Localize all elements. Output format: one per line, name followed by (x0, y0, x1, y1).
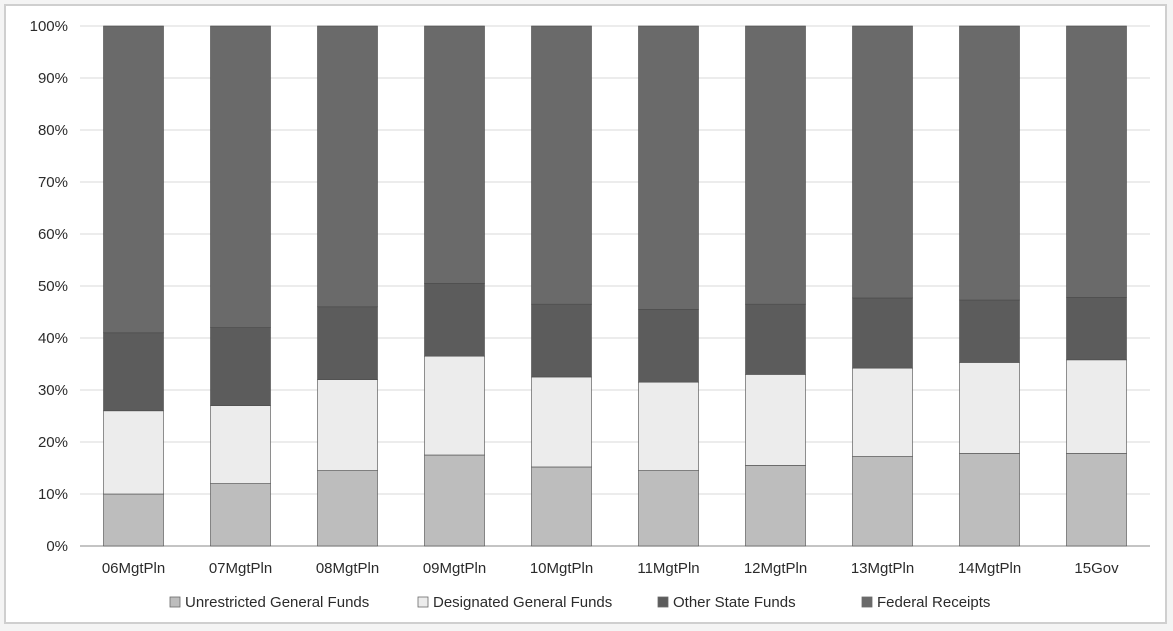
legend-item: Other State Funds (657, 594, 796, 611)
bar-segment (424, 355, 485, 456)
x-tick-label: 11MgtPln (637, 560, 699, 577)
bar-segment (1066, 359, 1127, 454)
bar-segment (103, 410, 164, 495)
legend-item: Designated General Funds (417, 594, 612, 611)
bar-segment (1066, 453, 1127, 547)
x-tick-label: 08MgtPln (316, 560, 379, 577)
bar-segment (317, 470, 378, 547)
x-tick-label: 06MgtPln (102, 560, 165, 577)
bars (103, 25, 1127, 547)
y-tick-label: 70% (38, 174, 68, 191)
y-axis-ticks: 0% 10% 20% 30% 40% 50% 60% 70% 80% 90% 100% (30, 18, 68, 555)
bar-segment (959, 25, 1020, 301)
bar-segment (531, 25, 592, 305)
x-axis-ticks: 06MgtPln 07MgtPln 08MgtPln 09MgtPln 10MgtPln… (102, 560, 1119, 577)
y-tick-label: 40% (38, 330, 68, 347)
bar-segment (103, 332, 164, 412)
bar-segment (852, 297, 913, 369)
x-tick-label: 15Gov (1074, 560, 1119, 577)
y-tick-label: 10% (38, 486, 68, 503)
y-tick-label: 100% (30, 18, 68, 35)
bar-segment (959, 299, 1020, 363)
legend-item: Federal Receipts (861, 594, 990, 611)
bar-segment (531, 303, 592, 378)
bar-segment (745, 303, 806, 375)
x-tick-label: 13MgtPln (851, 560, 914, 577)
bar-segment (317, 25, 378, 308)
legend-label: Federal Receipts (877, 594, 990, 611)
legend: Unrestricted General Funds Designated Gen… (169, 594, 990, 611)
bar-segment (852, 367, 913, 457)
bar-segment (531, 466, 592, 547)
bar-segment (638, 309, 699, 383)
y-tick-label: 50% (38, 278, 68, 295)
bar-segment (103, 493, 164, 547)
x-tick-label: 09MgtPln (423, 560, 486, 577)
legend-swatch (861, 596, 873, 608)
legend-item: Unrestricted General Funds (169, 594, 369, 611)
bar-segment (638, 470, 699, 547)
bar-segment (317, 379, 378, 471)
legend-label: Designated General Funds (433, 594, 612, 611)
bar-segment (1066, 297, 1127, 361)
bar-segment (424, 283, 485, 357)
legend-label: Unrestricted General Funds (185, 594, 369, 611)
x-tick-label: 07MgtPln (209, 560, 272, 577)
bar-segment (745, 465, 806, 547)
x-tick-label: 14MgtPln (958, 560, 1021, 577)
bar-segment (959, 453, 1020, 547)
bar-segment (424, 454, 485, 547)
bar-segment (745, 374, 806, 466)
bar-segment (531, 376, 592, 468)
bar-segment (852, 456, 913, 547)
bar-segment (852, 25, 913, 299)
bar-segment (103, 25, 164, 334)
legend-swatch (417, 596, 429, 608)
bar-segment (317, 306, 378, 380)
bar-segment (424, 25, 485, 284)
legend-label: Other State Funds (673, 594, 796, 611)
legend-swatch (169, 596, 181, 608)
bar-segment (745, 25, 806, 305)
y-tick-label: 20% (38, 434, 68, 451)
bar-segment (959, 362, 1020, 454)
bar-segment (210, 405, 271, 484)
x-tick-label: 12MgtPln (744, 560, 807, 577)
bar-segment (210, 483, 271, 547)
y-tick-label: 60% (38, 226, 68, 243)
legend-swatch (657, 596, 669, 608)
bar-segment (638, 25, 699, 310)
bar-segment (1066, 25, 1127, 298)
bar-segment (638, 381, 699, 471)
bar-segment (210, 25, 271, 328)
y-tick-label: 80% (38, 122, 68, 139)
y-tick-label: 90% (38, 70, 68, 87)
x-tick-label: 10MgtPln (530, 560, 593, 577)
y-tick-label: 0% (46, 538, 68, 555)
y-tick-label: 30% (38, 382, 68, 399)
bar-segment (210, 327, 271, 406)
